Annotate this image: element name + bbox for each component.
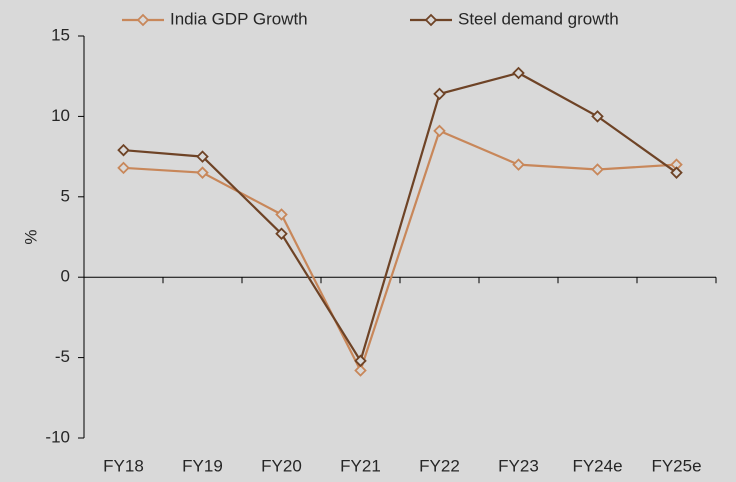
point-marker <box>117 143 130 157</box>
legend-marker <box>424 13 438 27</box>
x-tick-label: FY20 <box>261 456 302 475</box>
y-tick-label: 0 <box>61 267 70 286</box>
x-tick-label: FY19 <box>182 456 223 475</box>
y-tick-label: 5 <box>61 186 70 205</box>
series-line <box>123 71 678 364</box>
y-tick-label: -10 <box>45 427 70 446</box>
series-line <box>123 129 677 374</box>
point-marker <box>196 150 209 163</box>
y-tick-label: 15 <box>51 25 70 44</box>
x-tick-label: FY25e <box>651 456 701 475</box>
point-marker <box>512 158 525 171</box>
legend-label: Steel demand growth <box>458 9 619 28</box>
legend-label: India GDP Growth <box>170 9 308 28</box>
point-marker <box>354 364 367 377</box>
point-marker <box>196 166 209 179</box>
x-tick-label: FY23 <box>498 456 539 475</box>
point-marker <box>591 110 604 123</box>
x-tick-label: FY18 <box>103 456 144 475</box>
point-marker <box>117 161 130 175</box>
point-marker <box>433 87 446 101</box>
x-tick-label: FY21 <box>340 456 381 475</box>
point-marker <box>354 354 367 368</box>
x-tick-label: FY22 <box>419 456 460 475</box>
point-marker <box>512 66 525 80</box>
y-axis-label: % <box>21 229 40 244</box>
x-tick-label: FY24e <box>572 456 622 475</box>
y-tick-label: 10 <box>51 106 70 125</box>
point-marker <box>275 227 288 241</box>
point-marker <box>670 166 683 179</box>
point-marker <box>275 208 288 221</box>
point-marker <box>433 124 446 138</box>
legend-marker <box>136 13 150 27</box>
y-tick-label: -5 <box>55 347 70 366</box>
point-marker <box>591 163 604 176</box>
